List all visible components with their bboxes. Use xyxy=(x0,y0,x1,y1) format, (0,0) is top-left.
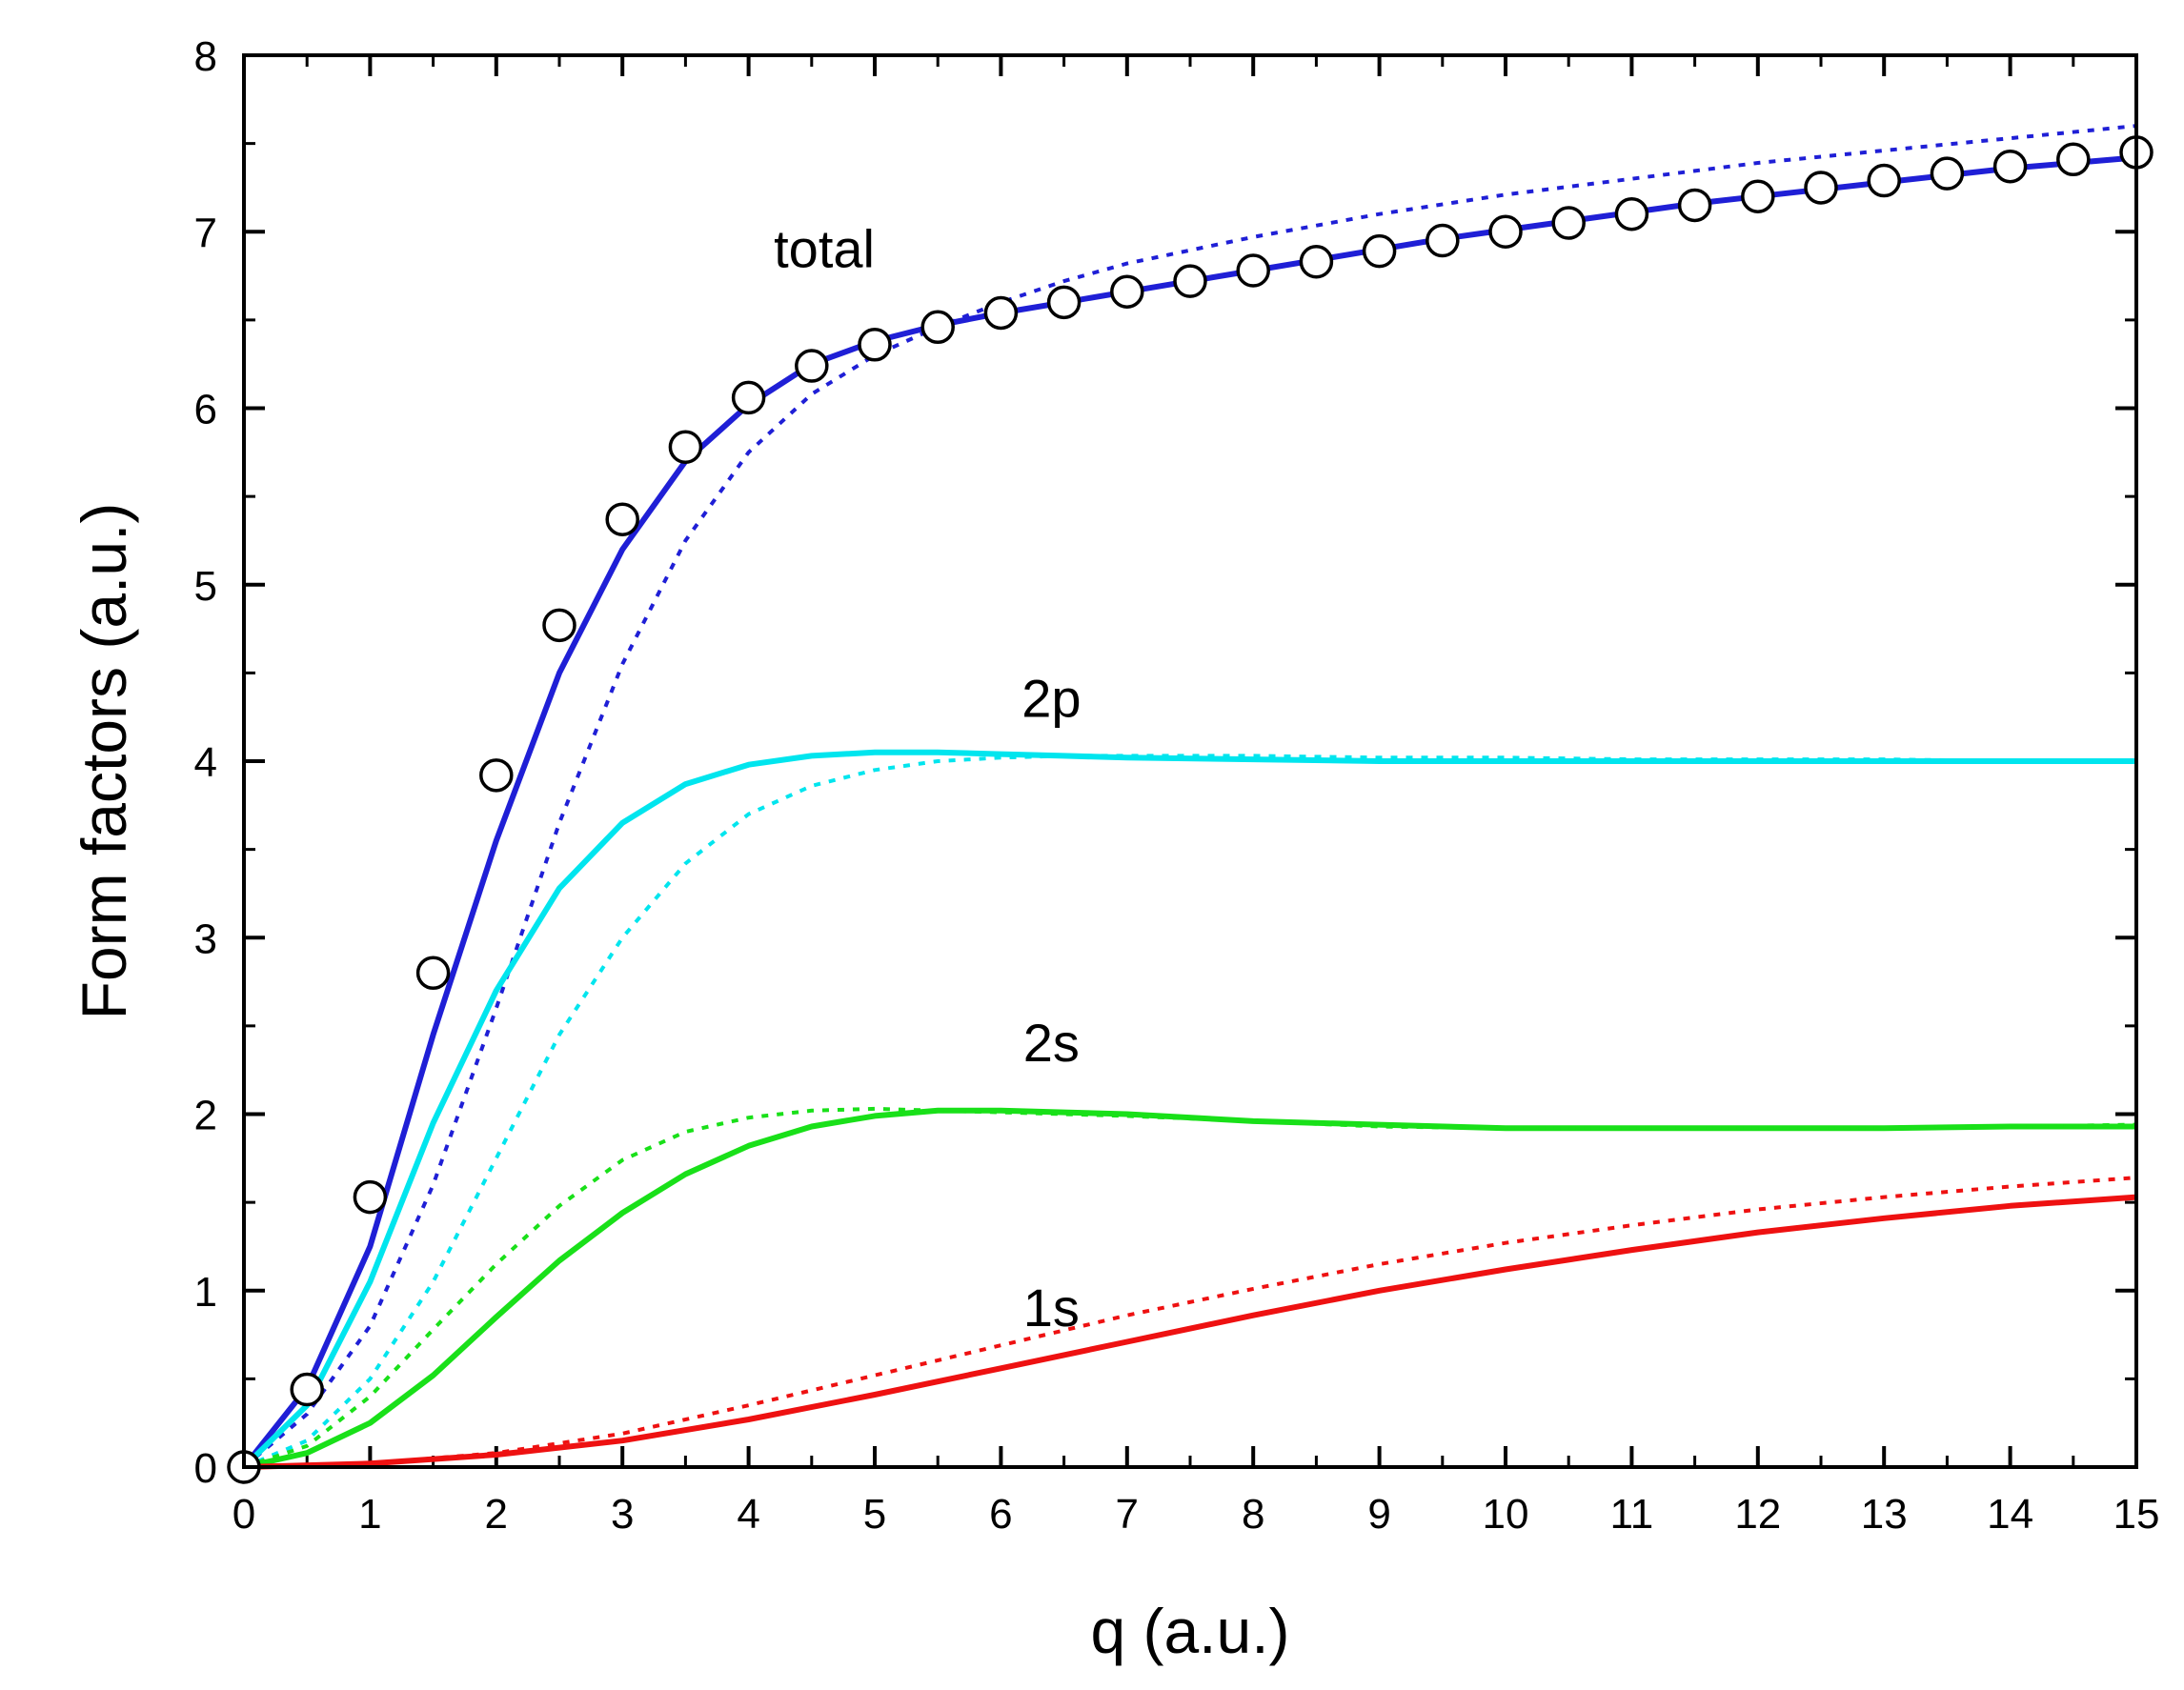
x-tick-label: 0 xyxy=(233,1491,255,1538)
x-tick-label: 7 xyxy=(1116,1491,1139,1538)
data-point-circle xyxy=(920,310,955,345)
data-point-circle xyxy=(542,608,576,643)
y-tick-label: 6 xyxy=(194,387,217,433)
data-point-circle xyxy=(1110,274,1144,309)
data-point-circle xyxy=(1173,264,1207,298)
x-tick-label: 6 xyxy=(989,1491,1012,1538)
series-line-2-solid xyxy=(241,749,2136,1470)
y-axis-title: Form factors (a.u.) xyxy=(69,503,139,1020)
x-tick-label: 4 xyxy=(737,1491,759,1538)
data-point-circle xyxy=(1867,163,1901,198)
annotation-label: 1s xyxy=(1023,1278,1080,1338)
data-point-circle xyxy=(1046,285,1082,320)
x-tick-label: 15 xyxy=(2113,1491,2160,1538)
y-tick-label: 3 xyxy=(194,915,217,962)
data-point-circle xyxy=(1488,214,1523,249)
x-tick-label: 2 xyxy=(485,1491,508,1538)
data-point-circle xyxy=(1992,149,2028,184)
data-point-circle xyxy=(353,1179,388,1215)
y-tick-label: 5 xyxy=(194,563,217,610)
data-point-circle xyxy=(479,758,514,793)
y-tick-label: 4 xyxy=(194,739,217,786)
y-tick-label: 7 xyxy=(194,210,217,256)
data-point-circle xyxy=(1741,179,1775,213)
data-point-circle xyxy=(795,349,829,383)
x-tick-label: 9 xyxy=(1367,1491,1390,1538)
y-tick-label: 2 xyxy=(194,1093,217,1139)
data-point-circle xyxy=(290,1372,324,1407)
data-point-circle xyxy=(1362,233,1397,269)
series-layer xyxy=(241,124,2137,1470)
x-tick-label: 1 xyxy=(358,1491,381,1538)
x-tick-label: 3 xyxy=(611,1491,634,1538)
x-axis-title: q (a.u.) xyxy=(1090,1596,1289,1666)
markers-layer xyxy=(227,135,2154,1484)
data-point-circle xyxy=(1930,156,1965,191)
x-tick-label: 13 xyxy=(1861,1491,1908,1538)
data-point-circle xyxy=(1614,196,1649,231)
series-line-3-dotted xyxy=(243,754,2136,1469)
data-point-circle xyxy=(983,295,1019,331)
data-point-circle xyxy=(858,328,892,362)
plot-frame xyxy=(242,53,2138,1469)
series-line-4-solid xyxy=(243,1107,2136,1470)
x-tick-label: 8 xyxy=(1242,1491,1264,1538)
data-point-circle xyxy=(1804,171,1838,205)
x-tick-label: 5 xyxy=(863,1491,886,1538)
data-point-circle xyxy=(1236,253,1270,288)
y-tick-label: 1 xyxy=(194,1269,217,1316)
series-line-0-solid xyxy=(241,154,2137,1469)
y-tick-label: 8 xyxy=(194,33,217,80)
series-line-6-solid xyxy=(243,1194,2137,1470)
x-tick-label: 12 xyxy=(1734,1491,1781,1538)
data-point-circle xyxy=(1299,244,1334,279)
annotation-label: total xyxy=(774,218,875,278)
data-point-circle xyxy=(415,956,451,991)
data-point-circle xyxy=(731,380,766,415)
data-point-circle xyxy=(2056,142,2091,177)
annotation-label: 2s xyxy=(1023,1013,1080,1073)
x-tick-label: 14 xyxy=(1987,1491,2033,1538)
x-tick-label: 10 xyxy=(1483,1491,1529,1538)
series-line-7-dotted xyxy=(243,1176,2137,1469)
data-point-circle xyxy=(1677,188,1712,223)
data-point-circle xyxy=(1551,206,1586,240)
y-tick-label: 0 xyxy=(194,1445,217,1492)
data-point-circle xyxy=(668,430,703,465)
data-point-circle xyxy=(1426,223,1460,258)
series-line-1-dotted xyxy=(242,124,2137,1469)
data-point-circle xyxy=(605,502,639,536)
x-tick-label: 11 xyxy=(1610,1491,1654,1538)
annotation-label: 2p xyxy=(1021,669,1081,729)
